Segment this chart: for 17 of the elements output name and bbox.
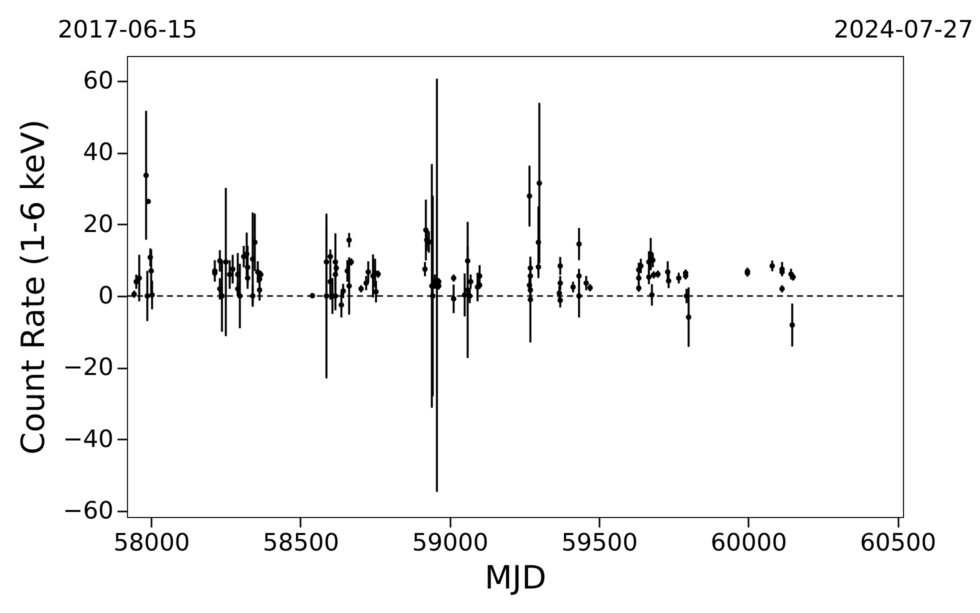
y-axis-title: Count Rate (1-6 keV) <box>14 119 52 455</box>
y-tick-label: 0 <box>98 281 114 310</box>
y-tick-label: 40 <box>82 138 114 166</box>
x-tick-label: 60500 <box>860 528 936 556</box>
y-tick-label: −40 <box>62 424 114 453</box>
x-tick-label: 59000 <box>412 528 488 556</box>
y-tick-label: −20 <box>62 353 114 382</box>
x-tick-label: 59500 <box>561 528 638 556</box>
y-tick-label: −60 <box>62 496 114 524</box>
x-tick-label: 58000 <box>114 528 190 556</box>
y-tick-label: 20 <box>82 210 114 238</box>
x2-tick-label: 2017-06-15 <box>58 16 198 44</box>
y-tick-label: 60 <box>82 66 114 95</box>
x-tick-label: 58500 <box>262 528 340 556</box>
x-tick-label: 60000 <box>710 528 788 556</box>
x-axis-title: MJD <box>484 558 546 596</box>
x2-tick-label: 2024-07-27 <box>834 16 974 44</box>
